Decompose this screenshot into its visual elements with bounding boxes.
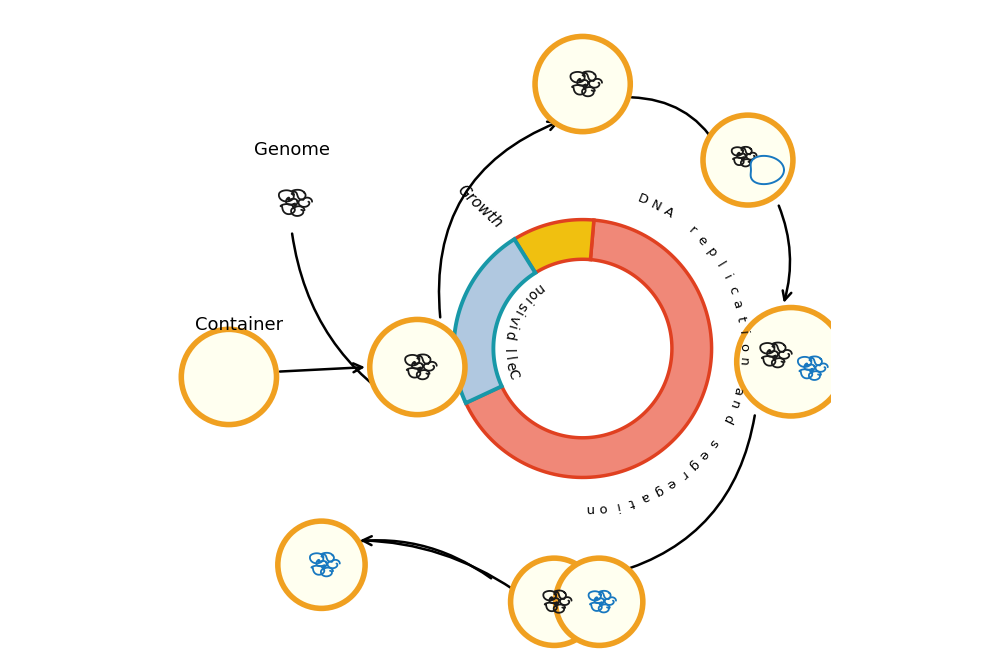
Text: i: i bbox=[736, 331, 749, 335]
Text: d: d bbox=[501, 329, 517, 341]
Text: i: i bbox=[614, 499, 620, 512]
Text: t: t bbox=[734, 315, 747, 322]
Polygon shape bbox=[514, 220, 594, 273]
Text: s: s bbox=[705, 436, 720, 450]
Circle shape bbox=[278, 521, 365, 608]
Circle shape bbox=[181, 329, 277, 424]
Circle shape bbox=[556, 558, 643, 645]
Text: D: D bbox=[636, 192, 650, 207]
Text: o: o bbox=[737, 343, 750, 351]
Text: C: C bbox=[504, 367, 521, 381]
Text: Growth: Growth bbox=[455, 182, 506, 231]
Text: l: l bbox=[713, 260, 726, 270]
Text: i: i bbox=[520, 293, 533, 305]
Text: v: v bbox=[506, 313, 522, 326]
Text: a: a bbox=[639, 489, 651, 504]
Text: e: e bbox=[696, 447, 711, 461]
Text: s: s bbox=[513, 299, 529, 313]
Text: i: i bbox=[510, 307, 524, 318]
Text: i: i bbox=[720, 272, 733, 282]
Circle shape bbox=[535, 37, 630, 131]
Text: N: N bbox=[649, 198, 663, 214]
Text: r: r bbox=[685, 224, 698, 237]
Text: o: o bbox=[524, 286, 540, 302]
Text: r: r bbox=[676, 467, 689, 481]
Text: d: d bbox=[720, 411, 735, 424]
Circle shape bbox=[737, 307, 845, 416]
Text: n: n bbox=[736, 357, 750, 367]
Text: p: p bbox=[704, 245, 719, 260]
Text: o: o bbox=[598, 501, 608, 515]
Text: n: n bbox=[530, 281, 545, 297]
Polygon shape bbox=[454, 239, 535, 403]
Text: n: n bbox=[726, 398, 741, 411]
Text: i: i bbox=[504, 323, 518, 331]
Circle shape bbox=[703, 115, 793, 205]
Text: l: l bbox=[501, 349, 515, 353]
Text: A: A bbox=[661, 205, 676, 221]
Text: n: n bbox=[584, 503, 593, 516]
Text: c: c bbox=[725, 285, 740, 296]
Text: a: a bbox=[730, 385, 745, 396]
Text: Container: Container bbox=[195, 316, 283, 335]
Polygon shape bbox=[466, 220, 712, 477]
Circle shape bbox=[370, 319, 465, 414]
Text: a: a bbox=[730, 299, 744, 310]
Text: e: e bbox=[502, 361, 518, 373]
Text: l: l bbox=[501, 356, 516, 362]
Text: t: t bbox=[627, 495, 636, 509]
Text: e: e bbox=[694, 234, 710, 248]
Text: Genome: Genome bbox=[254, 141, 330, 159]
Circle shape bbox=[511, 558, 598, 645]
Text: g: g bbox=[651, 483, 665, 498]
Text: e: e bbox=[664, 475, 678, 491]
Text: g: g bbox=[686, 457, 701, 473]
